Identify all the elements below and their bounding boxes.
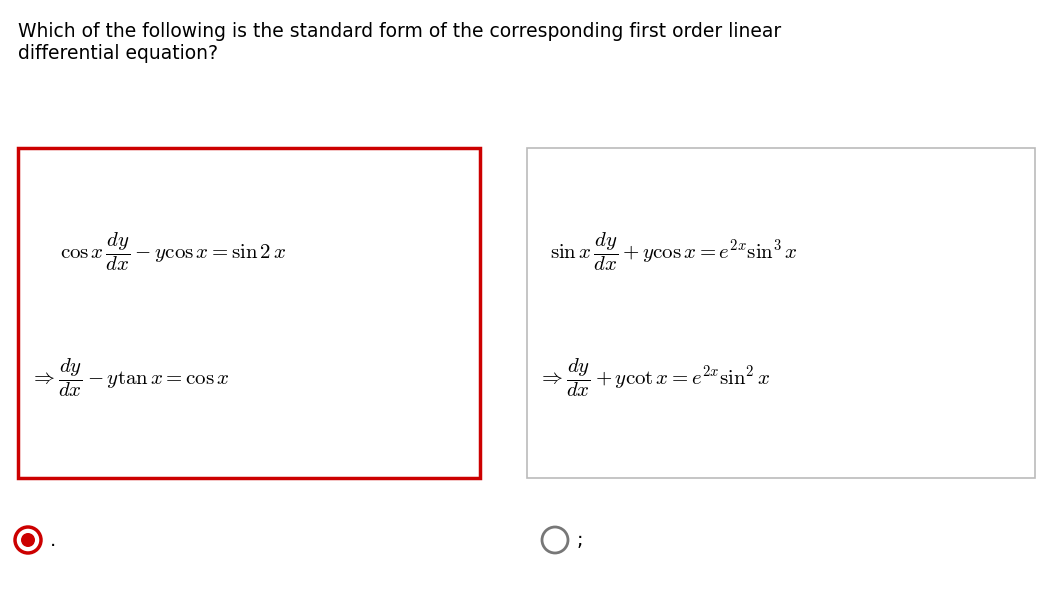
Text: $\Rightarrow \dfrac{dy}{dx} - y\tan x = \cos x$: $\Rightarrow \dfrac{dy}{dx} - y\tan x = … xyxy=(29,357,230,400)
Text: Which of the following is the standard form of the corresponding first order lin: Which of the following is the standard f… xyxy=(18,22,781,63)
Circle shape xyxy=(542,527,568,553)
Text: $\Rightarrow \dfrac{dy}{dx} + y\cot x = e^{2x}\sin^2 x$: $\Rightarrow \dfrac{dy}{dx} + y\cot x = … xyxy=(538,357,771,400)
Bar xyxy=(526,148,1035,478)
Circle shape xyxy=(15,527,41,553)
Circle shape xyxy=(21,533,35,547)
Text: $\cos x\,\dfrac{dy}{dx} - y\cos x = \sin 2\,x$: $\cos x\,\dfrac{dy}{dx} - y\cos x = \sin… xyxy=(60,230,286,273)
Text: ;: ; xyxy=(577,531,583,550)
Text: $\sin x\,\dfrac{dy}{dx} + y\cos x = e^{2x}\sin^3 x$: $\sin x\,\dfrac{dy}{dx} + y\cos x = e^{2… xyxy=(550,230,798,273)
Text: .: . xyxy=(49,531,56,550)
Bar xyxy=(18,148,480,478)
